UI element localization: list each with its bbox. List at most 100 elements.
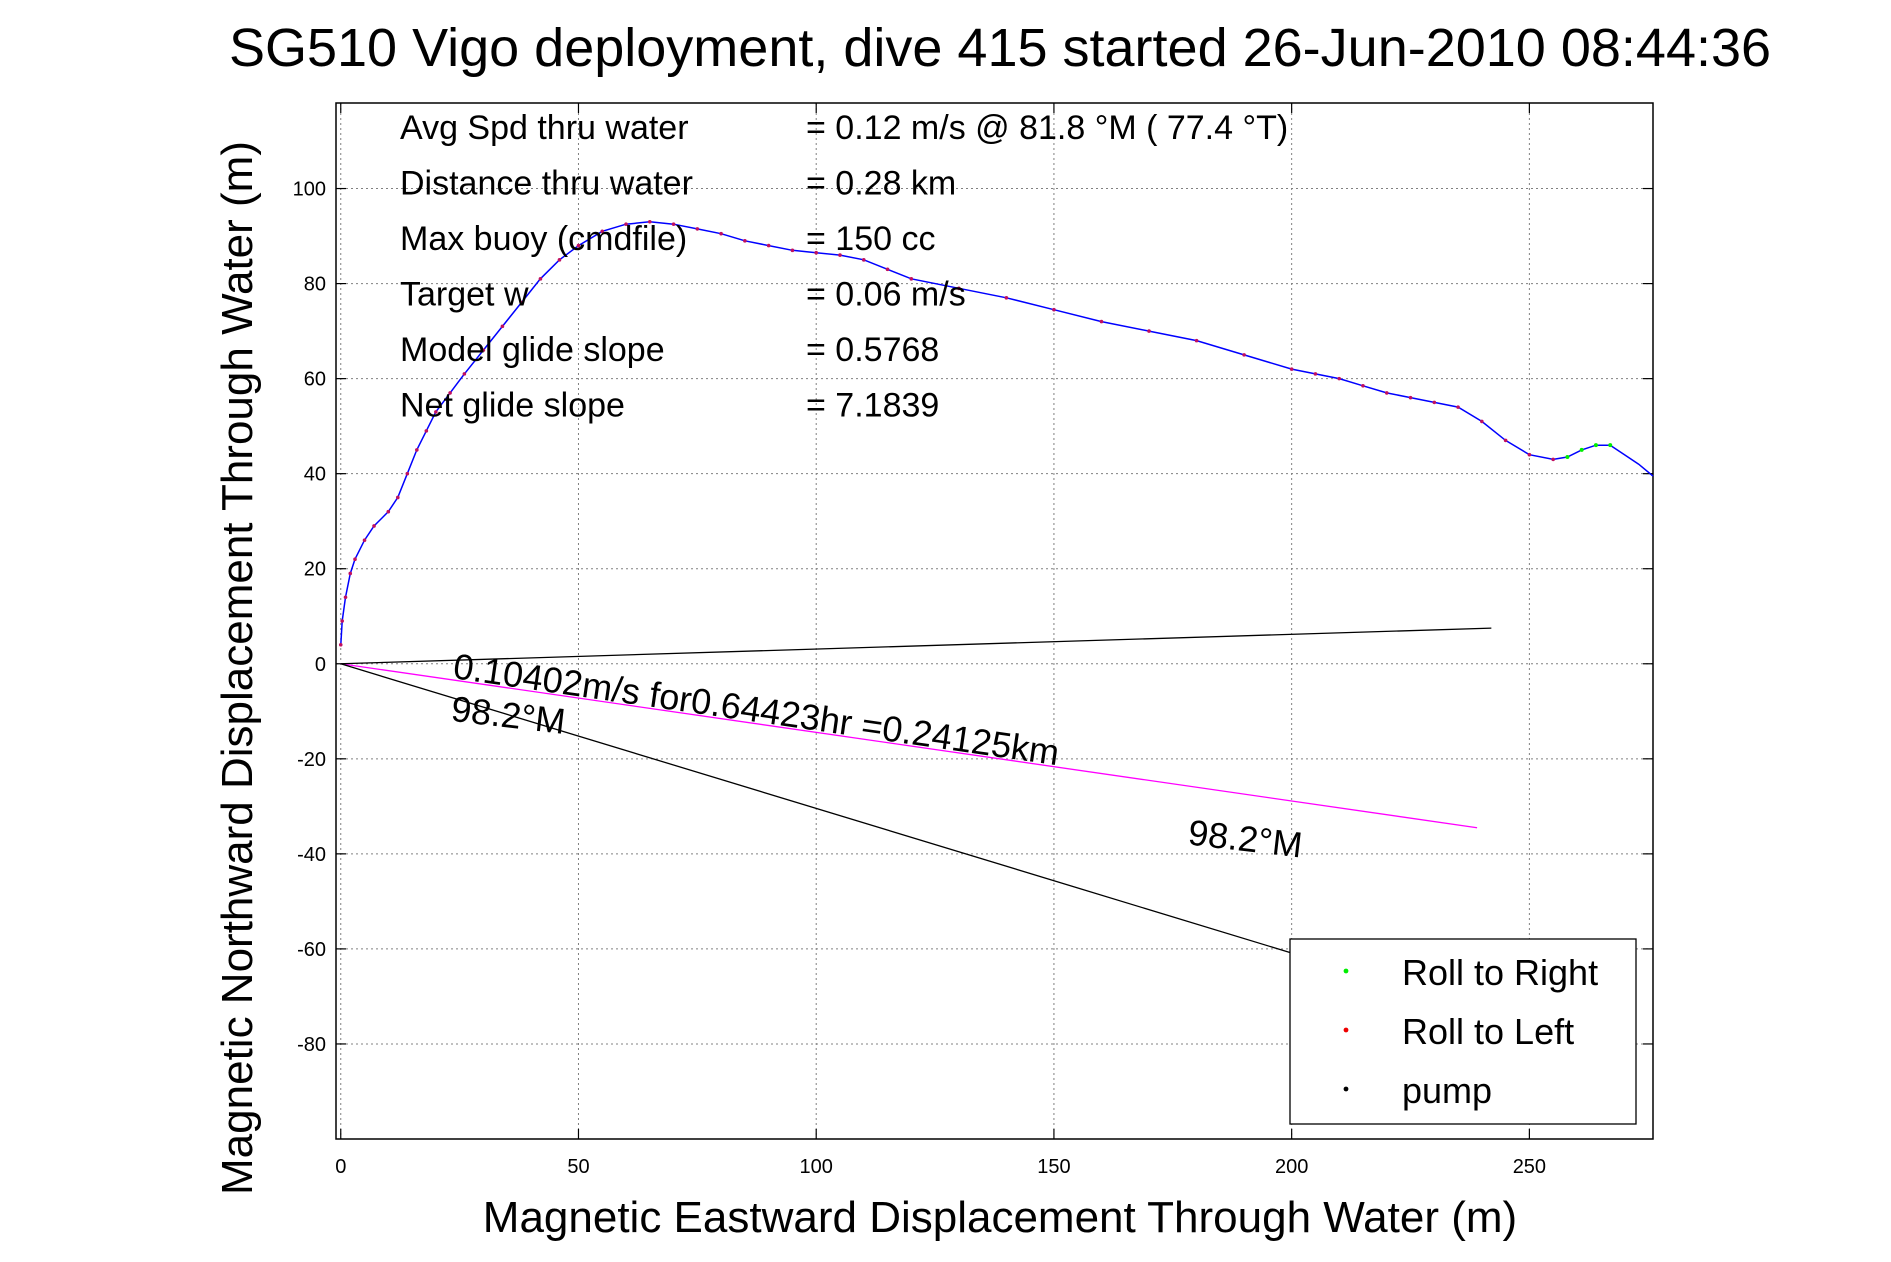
y-tick-label: 20 xyxy=(304,559,326,581)
roll-right-point xyxy=(1565,455,1570,460)
track-point xyxy=(424,429,429,433)
track-point xyxy=(909,277,914,281)
track-point xyxy=(1052,307,1056,312)
roll-right-point xyxy=(1608,443,1613,448)
track-point xyxy=(1242,353,1246,357)
track-point xyxy=(434,410,438,414)
x-axis-ticks: 0 50 100 150 200 250 xyxy=(335,103,1546,1178)
track-point xyxy=(790,248,795,253)
heading-label: 98.2°M xyxy=(1186,812,1304,866)
track-point xyxy=(1432,400,1437,405)
legend-marker xyxy=(1343,1027,1349,1033)
stat-label: Net glide slope xyxy=(400,387,625,425)
track-point xyxy=(576,243,581,248)
y-axis-ticks: -80 -60 -40 -20 0 20 40 60 80 100 xyxy=(293,179,1653,1056)
track-point xyxy=(415,448,419,452)
track-point xyxy=(1289,367,1294,371)
annotations: 0.10402m/s for0.64423hr =0.24125km98.2°M… xyxy=(449,645,1304,865)
plot-frame xyxy=(335,102,1654,1140)
legend-entry: Roll to Left xyxy=(1402,1011,1574,1052)
legend: Roll to Right Roll to Left pump xyxy=(1289,938,1637,1125)
stat-value: = 150 cc xyxy=(806,220,935,258)
track-point xyxy=(861,258,866,262)
track-point xyxy=(396,495,400,500)
stat-label: Avg Spd thru water xyxy=(400,109,689,147)
y-tick-label: -40 xyxy=(297,844,326,866)
legend-entry: Roll to Right xyxy=(1402,952,1598,993)
y-axis-label: Magnetic Northward Displacement Through … xyxy=(213,141,262,1195)
track-point xyxy=(386,509,391,514)
track-point xyxy=(1004,296,1009,300)
y-tick-label: 60 xyxy=(304,369,326,391)
track-point xyxy=(340,619,344,623)
track-point xyxy=(766,243,771,248)
y-tick-label: 80 xyxy=(304,274,326,296)
track-point xyxy=(647,220,652,224)
x-tick-label: 50 xyxy=(567,1156,589,1178)
stat-label: Target w xyxy=(400,276,529,314)
track-point xyxy=(743,239,747,243)
y-tick-label: 100 xyxy=(293,179,326,201)
track-point xyxy=(519,300,524,305)
x-tick-label: 0 xyxy=(335,1156,346,1178)
y-tick-label: -60 xyxy=(297,939,326,961)
track-line xyxy=(340,221,1654,645)
track-point xyxy=(372,524,376,528)
heading-line xyxy=(340,627,1492,665)
track-point xyxy=(353,557,357,562)
track-point xyxy=(448,391,452,395)
track-point xyxy=(1456,405,1460,409)
x-tick-label: 250 xyxy=(1513,1156,1546,1178)
y-tick-label: -80 xyxy=(297,1034,326,1056)
track-point xyxy=(1337,376,1342,381)
stat-value: = 0.12 m/s @ 81.8 °M ( 77.4 °T) xyxy=(806,109,1288,147)
track-point xyxy=(481,348,486,352)
track-point xyxy=(405,471,410,476)
track-point xyxy=(838,253,842,257)
stat-value: = 0.28 km xyxy=(806,165,956,203)
track-point xyxy=(1408,395,1413,400)
track-point xyxy=(624,222,628,226)
track-point xyxy=(1099,319,1104,324)
track-point xyxy=(1194,338,1199,343)
roll-right-point xyxy=(1579,447,1584,452)
track-point xyxy=(814,250,819,255)
track-point xyxy=(719,231,723,236)
legend-marker xyxy=(1343,1086,1349,1092)
track-point xyxy=(462,372,467,376)
track-point xyxy=(1384,391,1389,395)
track-point xyxy=(600,229,605,234)
x-tick-label: 150 xyxy=(1037,1156,1070,1178)
track-point xyxy=(1313,372,1318,376)
x-axis-label: Magnetic Eastward Displacement Through W… xyxy=(483,1193,1517,1242)
legend-entry: pump xyxy=(1402,1070,1492,1111)
track-point xyxy=(957,286,961,291)
track-point xyxy=(1147,329,1151,333)
track-point xyxy=(343,595,348,600)
track-point xyxy=(1480,419,1484,424)
stat-value: = 0.06 m/s xyxy=(806,276,966,314)
reference-lines xyxy=(340,627,1492,998)
x-tick-label: 100 xyxy=(800,1156,833,1178)
track-series xyxy=(338,220,1654,647)
track-point xyxy=(1551,457,1555,462)
chart-title: SG510 Vigo deployment, dive 415 started … xyxy=(229,18,1771,78)
roll-right-point xyxy=(1593,443,1598,448)
track-point xyxy=(1503,438,1508,443)
track-point xyxy=(885,267,890,272)
track-point xyxy=(500,324,505,329)
y-tick-label: -20 xyxy=(297,749,326,771)
y-tick-label: 0 xyxy=(315,654,326,676)
x-tick-label: 200 xyxy=(1275,1156,1308,1178)
stats-block: Avg Spd thru water = 0.12 m/s @ 81.8 °M (… xyxy=(400,109,1288,425)
axes-frame xyxy=(335,102,1654,1140)
track-point xyxy=(557,258,562,262)
track-point xyxy=(1361,383,1365,388)
track-point xyxy=(538,277,543,281)
track-point xyxy=(338,642,343,647)
stat-value: = 7.1839 xyxy=(806,387,939,425)
track-point xyxy=(362,538,367,543)
track-point xyxy=(348,571,353,576)
y-tick-label: 40 xyxy=(304,464,326,486)
